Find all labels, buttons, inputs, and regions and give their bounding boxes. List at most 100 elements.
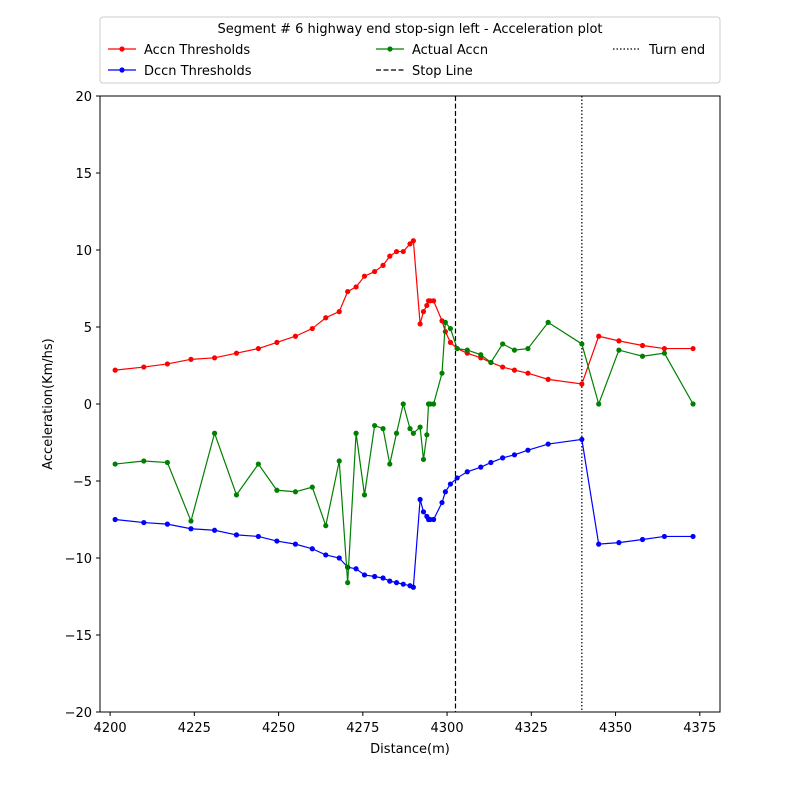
data-point-actual-accn: [336, 458, 342, 464]
legend-entry-actual-accn: Actual Accn: [376, 43, 488, 58]
data-point-accn-thresholds: [336, 309, 342, 315]
data-point-accn-thresholds: [380, 262, 386, 268]
y-tick-label: 20: [75, 90, 92, 105]
data-point-dccn-thresholds: [447, 481, 454, 487]
data-point-dccn-thresholds: [336, 555, 342, 561]
x-tick-label: 4300: [431, 721, 464, 736]
data-point-accn-thresholds: [410, 238, 416, 244]
data-point-dccn-thresholds: [454, 475, 460, 481]
x-tick-label: 4200: [94, 721, 127, 736]
data-point-dccn-thresholds: [323, 552, 329, 558]
data-point-accn-thresholds: [309, 325, 315, 332]
legend-title: Segment # 6 highway end stop-sign left -…: [217, 22, 602, 37]
data-point-actual-accn: [353, 430, 359, 436]
data-point-dccn-thresholds: [661, 533, 668, 540]
data-point-dccn-thresholds: [500, 455, 506, 461]
legend-label: Actual Accn: [412, 43, 488, 58]
legend-box: [99, 16, 721, 84]
data-point-actual-accn: [164, 459, 170, 466]
data-point-accn-thresholds: [274, 339, 280, 345]
data-point-actual-accn: [454, 345, 460, 352]
data-point-actual-accn: [478, 352, 484, 358]
legend-entry-accn-thresholds: Accn Thresholds: [108, 43, 250, 58]
legend-entry-turn-end: Turn end: [613, 43, 705, 58]
data-point-actual-accn: [393, 430, 400, 436]
data-point-actual-accn: [639, 353, 646, 359]
data-point-dccn-thresholds: [387, 578, 393, 584]
legend: Segment # 6 highway end stop-sign left -…: [99, 16, 721, 84]
data-point-accn-thresholds: [211, 355, 218, 361]
data-point-dccn-thresholds: [393, 580, 400, 586]
data-point-actual-accn: [400, 401, 406, 407]
data-point-dccn-thresholds: [690, 533, 696, 540]
x-tick-label: 4375: [683, 721, 716, 736]
data-point-dccn-thresholds: [233, 532, 240, 538]
data-point-accn-thresholds: [393, 248, 400, 255]
legend-marker: [119, 67, 125, 73]
data-point-actual-accn: [488, 359, 494, 366]
data-point-dccn-thresholds: [596, 541, 602, 547]
data-point-dccn-thresholds: [372, 573, 378, 580]
data-point-accn-thresholds: [292, 333, 299, 339]
data-point-actual-accn: [579, 341, 585, 347]
data-point-accn-thresholds: [430, 298, 437, 304]
data-point-actual-accn: [690, 401, 696, 407]
data-point-actual-accn: [323, 523, 329, 529]
data-point-dccn-thresholds: [442, 489, 448, 495]
y-tick-label: −15: [65, 629, 92, 644]
data-point-accn-thresholds: [447, 339, 454, 345]
data-point-dccn-thresholds: [353, 566, 359, 572]
data-point-accn-thresholds: [141, 364, 147, 370]
data-point-accn-thresholds: [525, 370, 531, 376]
data-point-actual-accn: [447, 325, 454, 332]
data-point-accn-thresholds: [661, 345, 668, 352]
data-point-accn-thresholds: [353, 284, 359, 290]
data-point-accn-thresholds: [690, 345, 696, 352]
data-point-accn-thresholds: [407, 241, 413, 247]
data-point-dccn-thresholds: [292, 541, 299, 547]
data-point-accn-thresholds: [500, 364, 506, 370]
x-axis-label: Distance(m): [370, 742, 450, 757]
data-point-dccn-thresholds: [525, 447, 531, 453]
data-point-dccn-thresholds: [545, 441, 551, 447]
legend-label: Stop Line: [412, 64, 473, 79]
legend-marker: [387, 46, 393, 52]
data-point-actual-accn: [439, 370, 445, 376]
data-point-accn-thresholds: [164, 361, 170, 367]
data-point-actual-accn: [112, 461, 118, 467]
data-point-dccn-thresholds: [345, 564, 351, 570]
y-tick-label: −5: [73, 475, 92, 490]
data-point-actual-accn: [274, 487, 280, 493]
data-point-actual-accn: [616, 347, 622, 353]
x-tick-label: 4350: [599, 721, 632, 736]
data-point-actual-accn: [545, 319, 551, 325]
data-point-accn-thresholds: [112, 367, 118, 373]
x-tick-label: 4325: [515, 721, 548, 736]
data-point-actual-accn: [525, 345, 531, 352]
y-tick-label: 15: [75, 167, 92, 182]
data-point-dccn-thresholds: [417, 496, 423, 503]
data-point-actual-accn: [500, 341, 506, 347]
x-tick-label: 4225: [178, 721, 211, 736]
data-point-actual-accn: [309, 484, 315, 490]
data-point-accn-thresholds: [400, 248, 406, 255]
data-point-accn-thresholds: [579, 381, 585, 387]
data-point-dccn-thresholds: [309, 546, 315, 552]
data-point-actual-accn: [233, 492, 240, 498]
y-tick-label: −20: [65, 706, 92, 721]
data-point-actual-accn: [417, 424, 423, 430]
data-point-actual-accn: [442, 319, 448, 325]
data-point-dccn-thresholds: [478, 464, 484, 470]
data-point-dccn-thresholds: [255, 533, 261, 540]
data-point-actual-accn: [211, 430, 218, 436]
data-point-actual-accn: [387, 461, 393, 467]
data-point-dccn-thresholds: [439, 499, 445, 506]
data-point-actual-accn: [430, 401, 437, 407]
data-point-dccn-thresholds: [164, 521, 170, 527]
data-point-dccn-thresholds: [464, 469, 470, 475]
data-point-actual-accn: [407, 426, 413, 432]
data-point-accn-thresholds: [639, 342, 646, 349]
y-tick-label: 10: [75, 244, 92, 259]
data-point-accn-thresholds: [511, 367, 518, 373]
data-point-actual-accn: [380, 426, 386, 432]
